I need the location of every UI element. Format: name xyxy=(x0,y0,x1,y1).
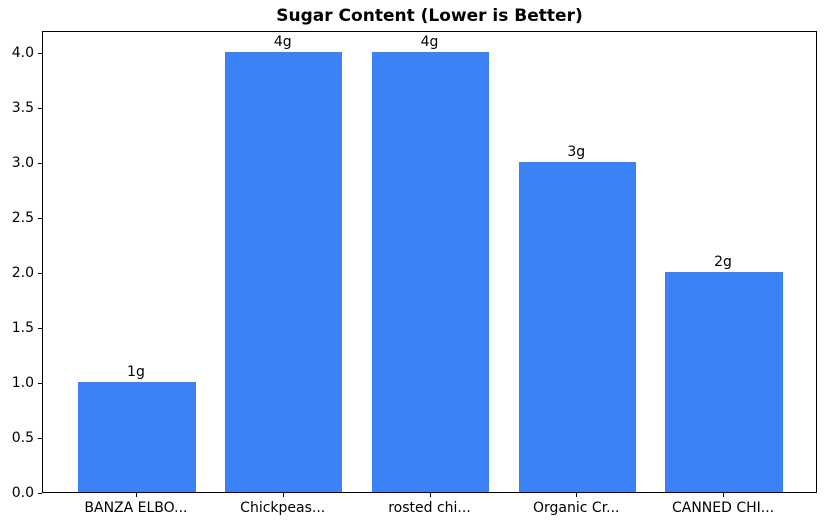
y-tick-label: 2.5 xyxy=(11,210,34,226)
x-tick xyxy=(135,493,137,497)
bar-value-label: 4g xyxy=(273,34,292,50)
x-tick-label: Chickpeas... xyxy=(240,500,326,516)
y-tick-label: 0.0 xyxy=(11,485,34,501)
bar xyxy=(371,52,490,492)
y-tick-label: 0.5 xyxy=(11,430,34,446)
x-tick-label: BANZA ELBO... xyxy=(84,500,188,516)
bar xyxy=(78,382,196,492)
y-tick xyxy=(38,53,42,54)
x-tick-label: rosted chi... xyxy=(388,500,471,516)
y-tick-label: 2.0 xyxy=(11,265,34,281)
y-tick xyxy=(38,328,42,329)
bar-value-label: 4g xyxy=(420,34,439,50)
chart-title: Sugar Content (Lower is Better) xyxy=(276,6,583,26)
x-tick xyxy=(576,493,578,497)
bar xyxy=(518,162,636,492)
y-tick xyxy=(38,218,42,219)
x-tick xyxy=(282,493,284,497)
y-tick xyxy=(38,108,42,109)
plot-area xyxy=(42,31,817,493)
bar-value-label: 1g xyxy=(127,364,145,380)
y-tick-label: 1.5 xyxy=(11,320,34,336)
bar xyxy=(225,52,343,492)
y-tick-label: 3.0 xyxy=(11,155,34,171)
y-tick xyxy=(38,273,42,274)
y-tick-label: 3.5 xyxy=(11,100,34,116)
x-tick xyxy=(429,493,431,497)
bar-value-label: 2g xyxy=(714,254,732,270)
y-tick xyxy=(38,383,42,384)
y-tick xyxy=(38,163,42,164)
x-tick-label: CANNED CHI... xyxy=(671,500,775,516)
y-tick-label: 4.0 xyxy=(11,45,34,61)
x-tick-label: Organic Cr... xyxy=(533,500,620,516)
y-tick-label: 1.0 xyxy=(11,375,34,391)
bar xyxy=(665,272,783,492)
bar-value-label: 3g xyxy=(567,144,586,160)
y-tick xyxy=(38,493,42,494)
x-tick xyxy=(723,493,725,497)
y-tick xyxy=(38,438,42,439)
